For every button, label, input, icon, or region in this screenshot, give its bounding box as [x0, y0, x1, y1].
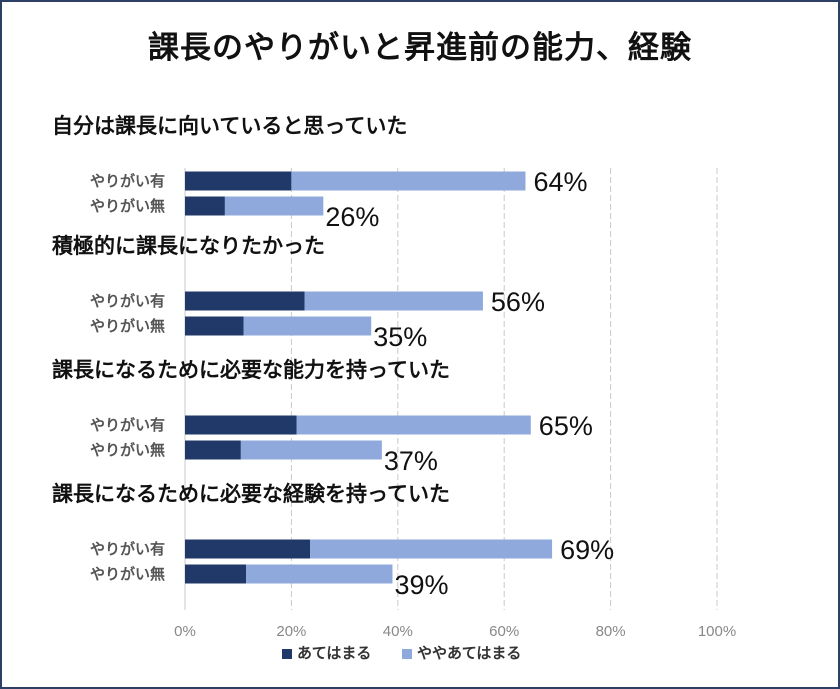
bar-segment-yaya-atehamaru [243, 316, 372, 336]
chart-title: 課長のやりがいと昇進前の能力、経験 [148, 30, 692, 66]
legend-label: あてはまる [297, 644, 371, 662]
data-label: 65% [539, 411, 593, 441]
bar-segment-atehamaru [185, 171, 292, 191]
section-title: 課長になるために必要な経験を持っていた [52, 482, 450, 506]
bar-segment-yaya-atehamaru [291, 171, 526, 191]
legend-label: ややあてはまる [417, 644, 521, 662]
bar-segment-atehamaru [185, 440, 241, 460]
row-label: やりがい無 [90, 317, 165, 335]
bar-segment-yaya-atehamaru [310, 539, 553, 559]
x-tick-label: 20% [276, 623, 306, 640]
x-tick-label: 60% [489, 623, 519, 640]
row-label: やりがい有 [90, 292, 165, 310]
row-label: やりがい有 [90, 540, 165, 558]
bar-segment-atehamaru [185, 291, 305, 311]
data-label: 64% [533, 167, 587, 197]
section-title: 自分は課長に向いていると思っていた [52, 114, 407, 138]
data-label: 69% [560, 535, 614, 565]
legend-swatch [282, 649, 292, 659]
x-tick-label: 100% [698, 623, 736, 640]
bar-segment-atehamaru [185, 316, 244, 336]
legend-swatch [402, 649, 412, 659]
bar-segment-yaya-atehamaru [246, 564, 393, 584]
bar-segment-atehamaru [185, 415, 297, 435]
bar-segment-yaya-atehamaru [304, 291, 483, 311]
data-label: 37% [384, 446, 438, 476]
bar-segment-atehamaru [185, 196, 225, 216]
row-label: やりがい有 [90, 416, 165, 434]
bar-segment-yaya-atehamaru [224, 196, 324, 216]
bar-segment-atehamaru [185, 539, 311, 559]
row-label: やりがい無 [90, 441, 165, 459]
x-tick-label: 0% [174, 623, 196, 640]
section-title: 積極的に課長になりたかった [52, 234, 325, 258]
section-title: 課長になるために必要な能力を持っていた [52, 358, 450, 382]
data-label: 26% [325, 202, 379, 232]
x-tick-label: 40% [383, 623, 413, 640]
data-label: 56% [491, 287, 545, 317]
bar-segment-atehamaru [185, 564, 247, 584]
row-label: やりがい無 [90, 565, 165, 583]
x-tick-label: 80% [596, 623, 626, 640]
row-label: やりがい有 [90, 172, 165, 190]
data-label: 39% [394, 570, 448, 600]
bar-segment-yaya-atehamaru [240, 440, 382, 460]
row-label: やりがい無 [90, 197, 165, 215]
bar-segment-yaya-atehamaru [296, 415, 531, 435]
data-label: 35% [373, 322, 427, 352]
